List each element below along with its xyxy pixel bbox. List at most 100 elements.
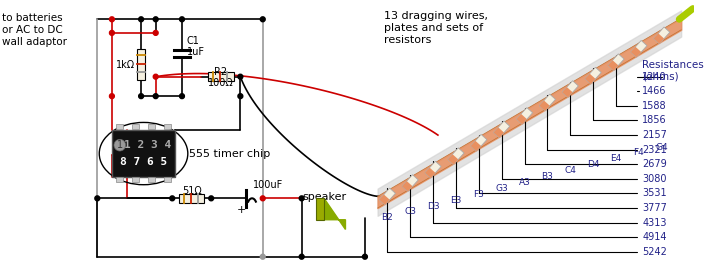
Text: 51Ω: 51Ω: [182, 186, 202, 196]
Circle shape: [138, 94, 143, 99]
Bar: [402, 181, 413, 192]
Circle shape: [170, 196, 175, 201]
Bar: [379, 195, 390, 205]
Bar: [516, 114, 527, 124]
Text: 2157: 2157: [642, 130, 667, 140]
Text: D3: D3: [427, 201, 439, 211]
Bar: [539, 100, 550, 111]
Bar: [493, 127, 504, 138]
Bar: [654, 33, 664, 44]
Circle shape: [114, 139, 125, 151]
Text: 13 dragging wires,
plates and sets of
resistors: 13 dragging wires, plates and sets of re…: [384, 12, 488, 45]
Bar: [132, 124, 139, 129]
Text: 555 timer chip: 555 timer chip: [189, 148, 270, 159]
Bar: [425, 168, 436, 178]
Text: speaker: speaker: [302, 192, 346, 203]
Bar: [402, 175, 419, 192]
Bar: [137, 49, 145, 80]
Text: A3: A3: [518, 178, 530, 187]
Text: 2321: 2321: [642, 145, 667, 155]
Bar: [208, 72, 234, 81]
Text: F4: F4: [633, 148, 645, 157]
Circle shape: [209, 196, 214, 201]
Bar: [608, 60, 618, 71]
Text: G3: G3: [496, 184, 508, 193]
Text: 1588: 1588: [642, 101, 667, 111]
Circle shape: [260, 17, 265, 22]
Circle shape: [238, 94, 243, 99]
Text: 8 7 6 5: 8 7 6 5: [120, 157, 167, 167]
Text: 3777: 3777: [642, 203, 667, 213]
Bar: [471, 134, 487, 151]
Bar: [631, 47, 641, 57]
Bar: [516, 108, 533, 124]
Bar: [379, 188, 396, 205]
Text: E3: E3: [450, 196, 461, 205]
Text: C4: C4: [564, 166, 576, 175]
Text: D4: D4: [587, 160, 600, 169]
Text: R2
100Ω: R2 100Ω: [208, 67, 234, 88]
Text: 3531: 3531: [642, 189, 667, 198]
Text: 4313: 4313: [642, 218, 667, 228]
Text: G4: G4: [655, 142, 668, 152]
Circle shape: [110, 30, 114, 35]
Circle shape: [299, 254, 304, 259]
Circle shape: [238, 74, 243, 79]
Circle shape: [153, 30, 158, 35]
Text: 1: 1: [117, 140, 123, 150]
Text: C3: C3: [404, 208, 416, 216]
Bar: [562, 87, 573, 97]
Text: Resistances
(ohms): Resistances (ohms): [642, 60, 704, 82]
Circle shape: [260, 254, 265, 259]
Text: 100uF: 100uF: [253, 180, 283, 190]
Circle shape: [260, 196, 265, 201]
Bar: [654, 27, 670, 44]
Bar: [112, 130, 175, 177]
Bar: [148, 124, 155, 129]
Bar: [116, 177, 123, 182]
Text: 4914: 4914: [642, 232, 667, 242]
Text: 2679: 2679: [642, 159, 667, 169]
Circle shape: [153, 17, 158, 22]
Bar: [448, 148, 464, 164]
Text: E4: E4: [610, 154, 622, 163]
Circle shape: [110, 17, 114, 22]
Circle shape: [180, 94, 185, 99]
Text: +: +: [237, 205, 246, 215]
Bar: [164, 124, 170, 129]
Polygon shape: [324, 198, 346, 229]
Bar: [585, 74, 595, 84]
Text: F3: F3: [473, 190, 484, 199]
Text: 3080: 3080: [642, 174, 667, 184]
Text: 1856: 1856: [642, 115, 667, 126]
Bar: [425, 161, 441, 178]
Bar: [164, 177, 170, 182]
Circle shape: [95, 196, 100, 201]
Bar: [562, 81, 578, 97]
Bar: [631, 41, 647, 57]
Bar: [116, 124, 123, 129]
Text: to batteries
or AC to DC
wall adaptor: to batteries or AC to DC wall adaptor: [2, 14, 67, 47]
Bar: [585, 67, 601, 84]
Circle shape: [362, 254, 367, 259]
Text: 1 2 3 4: 1 2 3 4: [124, 140, 171, 150]
Circle shape: [153, 94, 158, 99]
Bar: [493, 121, 510, 138]
Text: 1240: 1240: [642, 72, 667, 82]
Circle shape: [153, 74, 158, 79]
Circle shape: [299, 196, 304, 201]
Bar: [317, 198, 324, 220]
Bar: [608, 54, 624, 71]
Text: 1466: 1466: [642, 86, 667, 96]
Text: B3: B3: [541, 172, 553, 181]
Text: B2: B2: [381, 213, 393, 222]
Bar: [148, 177, 155, 182]
Bar: [539, 94, 555, 111]
Text: 5242: 5242: [642, 247, 667, 257]
Bar: [448, 154, 458, 164]
Text: C1
1uF: C1 1uF: [187, 36, 205, 57]
Bar: [471, 141, 481, 151]
Bar: [179, 194, 205, 203]
Circle shape: [138, 17, 143, 22]
Text: 1kΩ: 1kΩ: [116, 60, 135, 70]
